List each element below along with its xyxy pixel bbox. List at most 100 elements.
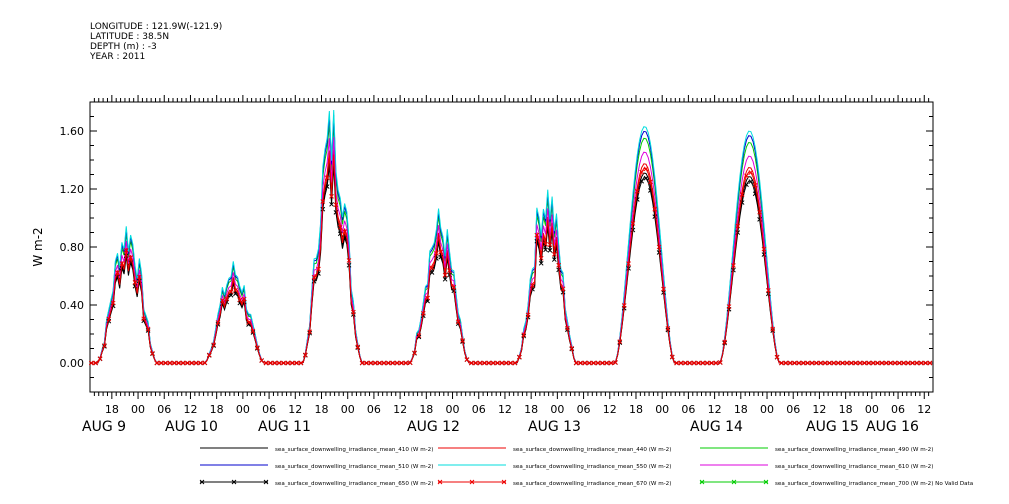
- x-day-label: AUG 15: [806, 419, 859, 435]
- series-marker: [818, 360, 824, 366]
- series-marker: [359, 360, 365, 366]
- series-marker: [735, 223, 741, 229]
- depth-text: DEPTH (m) : -3: [90, 42, 157, 52]
- series-marker: [176, 360, 182, 366]
- series-marker: [477, 360, 483, 366]
- series-line: [91, 164, 933, 364]
- series-marker: [765, 288, 771, 293]
- x-tick-label: 12: [393, 403, 407, 416]
- series-marker: [329, 201, 334, 207]
- series-marker: [468, 360, 474, 366]
- x-tick-label: 12: [917, 403, 931, 416]
- series-marker: [150, 350, 155, 356]
- series-marker: [901, 360, 907, 366]
- legend-marker: [763, 479, 769, 485]
- legend-label: sea_surface_downwelling_irradiance_mean_…: [513, 464, 671, 470]
- series-marker: [652, 206, 658, 212]
- series-marker: [613, 360, 618, 365]
- series-marker: [822, 360, 828, 366]
- series-marker: [473, 360, 479, 366]
- series-marker: [796, 360, 802, 366]
- y-axis-label: W m-2: [31, 227, 45, 266]
- series-marker: [233, 291, 238, 297]
- series-marker: [761, 252, 767, 257]
- series-marker: [211, 342, 216, 348]
- series-marker: [844, 360, 850, 366]
- series-marker: [97, 356, 103, 361]
- x-tick-label: 00: [760, 403, 774, 416]
- series-marker: [591, 360, 596, 366]
- y-tick-label: 0.80: [60, 241, 85, 254]
- x-tick-label: 06: [891, 403, 905, 416]
- series-line: [91, 149, 933, 364]
- series-marker: [643, 175, 649, 181]
- y-tick-label: 0.40: [60, 299, 85, 312]
- x-tick-label: 12: [708, 403, 722, 416]
- series-marker: [713, 360, 719, 366]
- series-marker: [875, 360, 880, 366]
- series-marker: [464, 357, 470, 362]
- series-marker: [119, 261, 125, 266]
- series-marker: [792, 360, 797, 366]
- series-marker: [141, 316, 147, 322]
- series-marker: [102, 343, 107, 348]
- series-marker: [499, 360, 505, 366]
- series-marker: [722, 339, 728, 345]
- legend-marker: [199, 479, 205, 485]
- series-marker: [285, 360, 291, 366]
- series-marker: [272, 360, 278, 366]
- series-marker: [193, 360, 199, 366]
- x-day-label: AUG 10: [165, 419, 218, 435]
- series-marker: [573, 360, 579, 366]
- series-marker: [206, 352, 212, 358]
- series-marker: [630, 221, 636, 226]
- series-marker: [171, 360, 177, 366]
- series-marker: [254, 345, 260, 351]
- x-tick-label: 12: [603, 403, 617, 416]
- series-marker: [434, 250, 439, 256]
- legend-label: sea_surface_downwelling_irradiance_mean_…: [775, 481, 973, 487]
- series-marker: [800, 360, 806, 366]
- legend-label: sea_surface_downwelling_irradiance_mean_…: [275, 481, 433, 487]
- series-marker: [364, 360, 369, 366]
- series-marker: [814, 360, 819, 366]
- series-marker: [163, 360, 168, 366]
- x-tick-label: 12: [183, 403, 197, 416]
- series-marker: [704, 360, 710, 366]
- series-marker: [569, 345, 575, 351]
- series-marker: [451, 284, 457, 290]
- series-marker: [381, 360, 387, 366]
- series-marker: [897, 360, 902, 366]
- legend-label: sea_surface_downwelling_irradiance_mean_…: [513, 481, 671, 487]
- series-marker: [517, 354, 522, 360]
- series-marker: [595, 360, 601, 366]
- series-marker: [237, 297, 243, 303]
- series-marker: [228, 292, 234, 298]
- series-marker: [853, 360, 859, 366]
- series-marker: [639, 178, 645, 184]
- series-marker: [700, 360, 706, 366]
- series-marker: [158, 360, 164, 366]
- series-marker: [547, 242, 553, 248]
- series-marker: [538, 255, 544, 261]
- series-marker: [128, 255, 133, 260]
- x-tick-label: 12: [288, 403, 302, 416]
- y-tick-label: 1.60: [60, 125, 85, 138]
- series-marker: [696, 360, 701, 366]
- series-marker: [329, 194, 334, 199]
- series-marker: [180, 360, 186, 366]
- series-marker: [530, 283, 535, 288]
- x-tick-label: 18: [314, 403, 328, 416]
- series-marker: [320, 199, 326, 204]
- series-marker: [621, 303, 627, 308]
- series-marker: [351, 309, 356, 315]
- y-tick-label: 0.00: [60, 357, 85, 370]
- series-marker: [910, 360, 915, 366]
- series-marker: [276, 360, 282, 366]
- x-tick-label: 00: [550, 403, 564, 416]
- series-marker: [905, 360, 911, 366]
- series-line: [91, 154, 933, 364]
- x-tick-label: 12: [812, 403, 826, 416]
- series-marker: [661, 286, 666, 292]
- series-marker: [551, 252, 557, 257]
